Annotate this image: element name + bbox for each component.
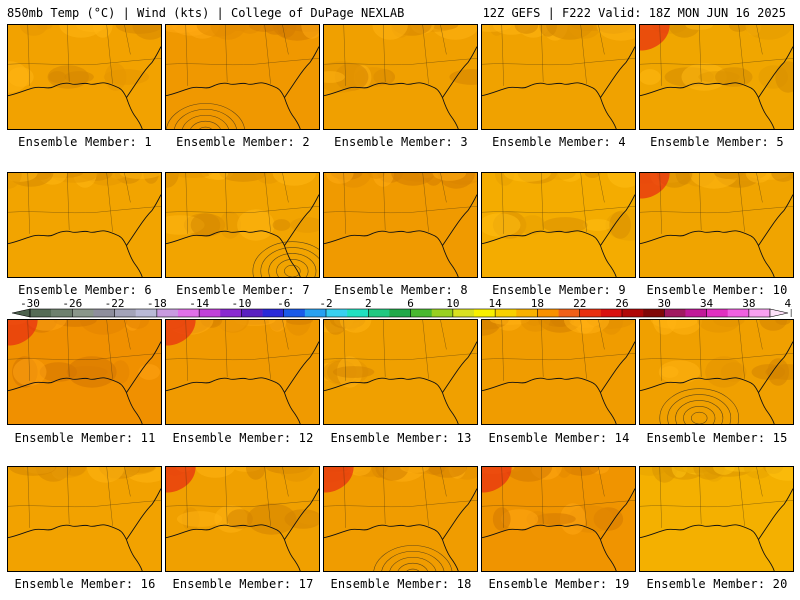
ensemble-member-label: Ensemble Member: 14 (488, 431, 630, 445)
colorbar-swatch (368, 309, 390, 317)
colorbar-swatch (156, 309, 179, 317)
ensemble-member-label: Ensemble Member: 2 (176, 135, 310, 149)
ensemble-member-6-map (7, 172, 162, 278)
colorbar-swatch (262, 309, 285, 317)
colorbar-tick-label: 6 (407, 297, 414, 310)
ensemble-member-label: Ensemble Member: 10 (646, 283, 788, 297)
ensemble-member-15-map (639, 319, 794, 425)
colorbar-swatch (135, 309, 158, 317)
ensemble-member-label: Ensemble Member: 13 (330, 431, 472, 445)
colorbar-swatch (748, 309, 771, 317)
colorbar-swatch (283, 309, 306, 317)
ensemble-member-1-map (7, 24, 162, 130)
colorbar-swatch (93, 309, 115, 317)
ensemble-member-12-map (165, 319, 320, 425)
colorbar-tick-label: -30 (20, 297, 40, 310)
colorbar-swatch (558, 309, 581, 317)
colorbar-max-arrow (769, 308, 789, 318)
ensemble-member-label: Ensemble Member: 1 (18, 135, 152, 149)
colorbar-swatch (452, 309, 475, 317)
colorbar-swatch (30, 309, 52, 317)
temperature-colorbar: -30 -26 -22 -18 -14 -10 -6 -2 2 6 10 14 18 22 26 30 34 38… (8, 295, 792, 325)
colorbar-swatch (389, 309, 411, 317)
colorbar-swatch (474, 309, 496, 317)
colorbar-swatch (600, 309, 623, 317)
ensemble-member-label: Ensemble Member: 20 (646, 577, 788, 591)
ensemble-member-label: Ensemble Member: 3 (334, 135, 468, 149)
colorbar-swatch (199, 309, 221, 317)
ensemble-member-18-map (323, 466, 478, 572)
ensemble-member-label: Ensemble Member: 4 (492, 135, 626, 149)
ensemble-member-5-map (639, 24, 794, 130)
ensemble-member-7-map (165, 172, 320, 278)
colorbar-tick-label: -22 (105, 297, 125, 310)
ensemble-member-13-map (323, 319, 478, 425)
ensemble-member-20-map (639, 466, 794, 572)
colorbar-tick-label: 22 (573, 297, 586, 310)
ensemble-member-label: Ensemble Member: 17 (172, 577, 314, 591)
colorbar-tick-label: 34 (700, 297, 714, 310)
valid-time: 12Z GEFS | F222 Valid: 18Z MON JUN 16 20… (482, 6, 786, 20)
colorbar-swatch (72, 309, 94, 317)
colorbar-swatch (241, 309, 263, 317)
colorbar-tick-label: -6 (277, 297, 290, 310)
colorbar-tick-label: 30 (658, 297, 671, 310)
colorbar-swatch (664, 309, 686, 317)
colorbar-tick-label: 14 (489, 297, 503, 310)
colorbar-swatch (622, 309, 644, 317)
ensemble-member-label: Ensemble Member: 15 (646, 431, 788, 445)
colorbar-tick-label: 38 (742, 297, 755, 310)
ensemble-member-label: Ensemble Member: 11 (14, 431, 156, 445)
ensemble-member-4-map (481, 24, 636, 130)
colorbar-tick-label: 10 (446, 297, 459, 310)
ensemble-member-10-map (639, 172, 794, 278)
ensemble-member-label: Ensemble Member: 6 (18, 283, 152, 297)
ensemble-member-label: Ensemble Member: 8 (334, 283, 468, 297)
colorbar-tick-label: 2 (365, 297, 372, 310)
ensemble-member-label: Ensemble Member: 16 (14, 577, 156, 591)
colorbar-swatch (326, 309, 348, 317)
colorbar-tick-label: -14 (189, 297, 209, 310)
colorbar-tick-label: 42 (785, 297, 792, 310)
ensemble-member-3-map (323, 24, 478, 130)
ensemble-member-14-map (481, 319, 636, 425)
ensemble-member-label: Ensemble Member: 5 (650, 135, 784, 149)
colorbar-swatch (178, 309, 200, 317)
colorbar-tick-label: -2 (319, 297, 332, 310)
colorbar-swatch (706, 309, 729, 317)
colorbar-swatch (685, 309, 707, 317)
ensemble-member-label: Ensemble Member: 7 (176, 283, 310, 297)
colorbar-swatch (347, 309, 369, 317)
colorbar-tick-label: -10 (231, 297, 251, 310)
colorbar-swatch (51, 309, 73, 317)
colorbar-swatch (537, 309, 559, 317)
ensemble-member-label: Ensemble Member: 12 (172, 431, 314, 445)
colorbar-swatch (579, 309, 602, 317)
colorbar-tick-label: 18 (531, 297, 544, 310)
colorbar-swatch (220, 309, 242, 317)
colorbar-swatch (114, 309, 137, 317)
ensemble-member-9-map (481, 172, 636, 278)
colorbar-swatch (304, 309, 327, 317)
colorbar-tick-label: -26 (62, 297, 82, 310)
colorbar-swatch (410, 309, 433, 317)
map-title: 850mb Temp (°C) | Wind (kts) | College o… (7, 6, 405, 20)
colorbar-swatch (516, 309, 538, 317)
ensemble-member-11-map (7, 319, 162, 425)
ensemble-member-16-map (7, 466, 162, 572)
colorbar-min-arrow (11, 308, 31, 318)
ensemble-member-label: Ensemble Member: 19 (488, 577, 630, 591)
colorbar-swatch (431, 309, 454, 317)
colorbar-swatch (495, 309, 517, 317)
ensemble-member-label: Ensemble Member: 18 (330, 577, 472, 591)
ensemble-member-8-map (323, 172, 478, 278)
ensemble-member-19-map (481, 466, 636, 572)
ensemble-member-2-map (165, 24, 320, 130)
ensemble-member-17-map (165, 466, 320, 572)
colorbar-tick-label: 26 (615, 297, 628, 310)
colorbar-swatch (643, 309, 665, 317)
colorbar-swatch (727, 309, 750, 317)
ensemble-member-label: Ensemble Member: 9 (492, 283, 626, 297)
colorbar-tick-label: -18 (147, 297, 167, 310)
